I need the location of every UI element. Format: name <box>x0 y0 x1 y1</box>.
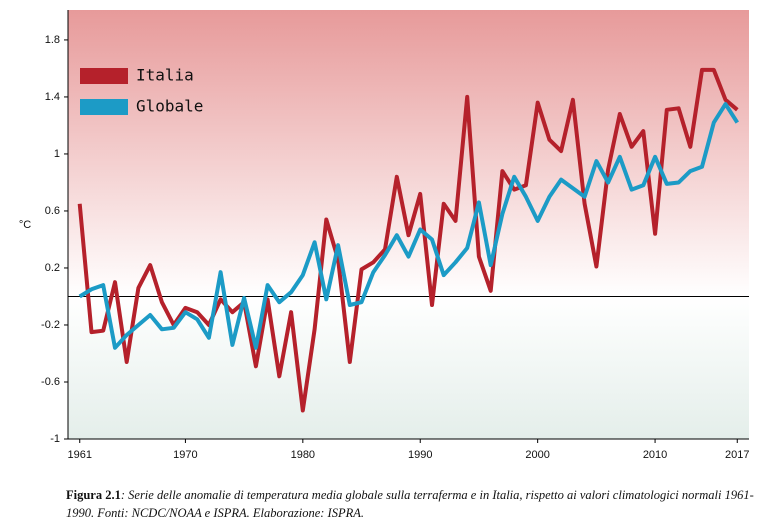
x-tick-label: 1970 <box>173 449 197 461</box>
plot-background <box>68 10 749 439</box>
y-tick-label: 1.8 <box>45 34 60 46</box>
x-tick-label: 2000 <box>525 449 549 461</box>
series-line <box>77 67 739 413</box>
chart: °C 1.8 1.4 1 0.6 0.2 -0.2 -0.6 -1 1961 1970 1980 19… <box>19 10 750 461</box>
legend-swatch <box>80 68 128 84</box>
y-axis-label: °C <box>19 219 31 231</box>
y-tick-label: 1 <box>54 148 60 160</box>
x-tick-label: 1961 <box>67 449 91 461</box>
x-tick-label: 1980 <box>291 449 315 461</box>
y-tick-label: -0.2 <box>41 319 60 331</box>
legend-label: Italia <box>136 66 194 85</box>
series-line <box>78 102 739 350</box>
x-tick-label: 1990 <box>408 449 432 461</box>
legend-swatch <box>80 99 128 115</box>
legend-label: Globale <box>136 97 203 116</box>
caption-text: : Serie delle anomalie di temperatura me… <box>66 488 754 520</box>
y-tick-label: 1.4 <box>45 91 60 103</box>
caption: Figura 2.1: Serie delle anomalie di temp… <box>66 486 756 522</box>
y-tick-label: -1 <box>50 433 60 445</box>
x-tick-label: 2010 <box>643 449 667 461</box>
y-tick-label: 0.2 <box>45 262 60 274</box>
y-tick-label: -0.6 <box>41 376 60 388</box>
caption-label: Figura 2.1 <box>66 488 121 502</box>
y-tick-label: 0.6 <box>45 205 60 217</box>
x-tick-label: 2017 <box>725 449 749 461</box>
